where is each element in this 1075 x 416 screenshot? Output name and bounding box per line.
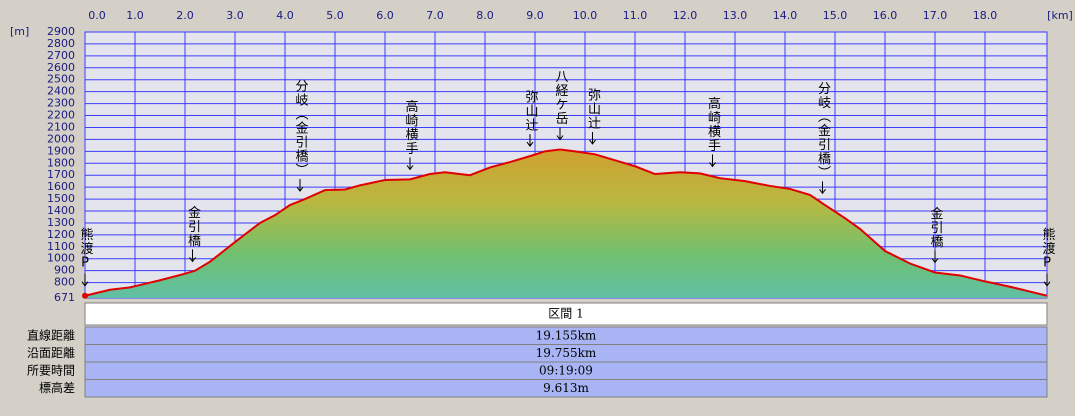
table-header: 区間 1 <box>548 307 583 321</box>
annotation-arrow <box>819 181 826 195</box>
profile-line <box>84 148 1048 297</box>
y-tick-label: 1500 <box>47 192 75 205</box>
annotation-arrow <box>1043 273 1051 287</box>
x-tick-label: 10.0 <box>573 9 598 22</box>
row-value: 19.755km <box>536 346 597 360</box>
annotation-arrow <box>81 273 89 287</box>
annotation-arrow <box>589 131 596 145</box>
row-value: 09:19:09 <box>539 364 593 378</box>
y-tick-label: 800 <box>54 276 75 289</box>
x-tick-label: 18.0 <box>973 9 998 22</box>
x-tick-label: 16.0 <box>873 9 898 22</box>
table: 区間 1 直線距離 19.155km 沿面距離 19.755km 所要時間 09:19:0… <box>27 302 1048 398</box>
annotation-arrow <box>931 250 939 264</box>
x-tick-label: 14.0 <box>773 9 798 22</box>
y-tick-label: 2800 <box>47 37 75 50</box>
x-tick-label: 13.0 <box>723 9 748 22</box>
y-tick-label: 1200 <box>47 228 75 241</box>
annotation: 金引橋 <box>185 205 201 248</box>
annotation: 弥山辻 <box>585 87 601 130</box>
y-tick-label: 1600 <box>47 180 75 193</box>
row-value: 9.613m <box>543 381 589 395</box>
annotation: 高崎横手 <box>705 96 721 153</box>
x-tick-label: 8.0 <box>476 9 494 22</box>
y-tick-label: 1000 <box>47 252 75 265</box>
y-tick-label: 2200 <box>47 109 75 122</box>
y-tick-label: 2600 <box>47 61 75 74</box>
x-tick-label: 7.0 <box>426 9 444 22</box>
annotation: 高崎横手 <box>403 99 419 156</box>
table-row-bg <box>84 379 1048 398</box>
annotation: 分岐（金引橋） <box>815 81 831 179</box>
y-tick-label: 900 <box>54 264 75 277</box>
x-tick-label: 3.0 <box>226 9 244 22</box>
x-tick-label: 1.0 <box>126 9 144 22</box>
y-tick-label: 1900 <box>47 144 75 157</box>
annotation: 分岐（金引橋） <box>293 79 309 177</box>
table-header-bg <box>84 302 1048 326</box>
annotation-arrow <box>296 179 304 192</box>
y-tick-label: 2400 <box>47 85 75 98</box>
annotation: 弥山辻 <box>523 90 539 133</box>
area-fill <box>85 149 1047 298</box>
y-tick-label: 2500 <box>47 73 75 86</box>
row-label: 沿面距離 <box>27 346 75 360</box>
x-tick-label: 5.0 <box>326 9 344 22</box>
y-tick-label: 2100 <box>47 120 75 133</box>
annotation: 金引橋 <box>928 206 944 249</box>
y-tick-label: 1100 <box>47 240 75 253</box>
x-tick-label: 0.0 <box>88 9 106 22</box>
x-unit: [km] <box>1047 9 1073 22</box>
row-label: 直線距離 <box>27 328 75 343</box>
y-tick-label: 2700 <box>47 49 75 62</box>
x-tick-label: 6.0 <box>376 9 394 22</box>
y-unit: [m] <box>10 25 29 38</box>
annotation-arrow <box>556 127 564 141</box>
y-tick-label: 1800 <box>47 156 75 169</box>
x-tick-label: 12.0 <box>673 9 698 22</box>
y-tick-label: 2300 <box>47 97 75 110</box>
row-label: 標高差 <box>39 380 75 395</box>
y-tick-label: 2900 <box>47 25 75 38</box>
y-tick-label: 671 <box>54 291 75 304</box>
y-tick-label: 1300 <box>47 216 75 229</box>
x-tick-label: 17.0 <box>923 9 948 22</box>
annotation: 熊渡P <box>1040 227 1056 272</box>
x-tick-label: 2.0 <box>176 9 194 22</box>
row-label: 所要時間 <box>27 364 75 378</box>
annotation: 八経ケ岳 <box>553 70 569 126</box>
x-tick-label: 15.0 <box>823 9 848 22</box>
x-tick-label: 4.0 <box>276 9 294 22</box>
y-tick-label: 2000 <box>47 132 75 145</box>
annotation-arrow <box>526 134 534 147</box>
x-tick-label: 9.0 <box>526 9 544 22</box>
annotation: 熊渡P <box>78 227 94 272</box>
annotation-arrow <box>709 154 716 168</box>
start-marker <box>82 292 88 299</box>
row-value: 19.155km <box>536 329 597 343</box>
annotation-arrow <box>189 249 196 263</box>
y-tick-label: 1400 <box>47 204 75 217</box>
y-tick-label: 1700 <box>47 168 75 181</box>
annotation-arrow <box>406 157 414 171</box>
x-tick-label: 11.0 <box>623 9 648 22</box>
